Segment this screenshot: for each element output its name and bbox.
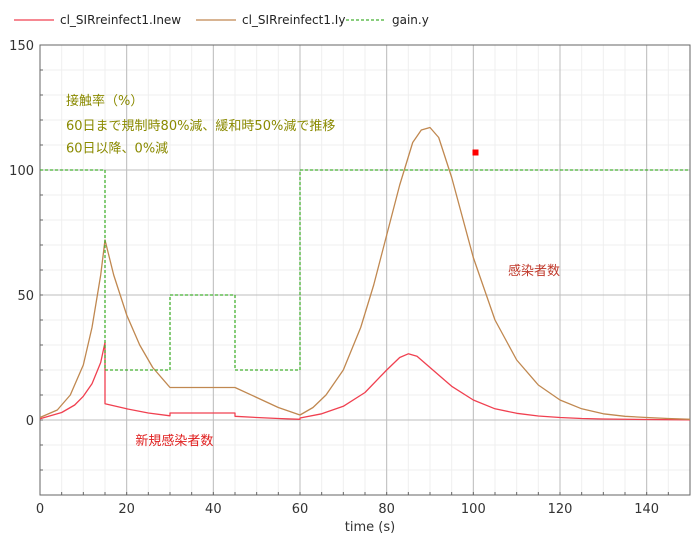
annotation-contact-rate-title: 接触率（%） (66, 93, 143, 109)
y-tick-label: 50 (17, 289, 34, 304)
annotation-new-infected-label: 新規感染者数 (135, 433, 213, 449)
annotations: 接触率（%） 60日まで規制時80%減、緩和時50%減で推移 60日以降、0%減感染… (66, 93, 560, 449)
series-gain-line (40, 169, 690, 371)
legend-label: cl_SIRreinfect1.Iy (242, 13, 345, 27)
legend-label: cl_SIRreinfect1.Inew (60, 13, 181, 27)
x-axis-label: time (s) (345, 520, 395, 535)
axes: 0 20 40 60 80 100 120 140 0 50 100 150 (9, 39, 691, 517)
y-tick-label: 150 (9, 39, 34, 54)
x-tick-label: 0 (36, 502, 44, 517)
legend-item-iy: cl_SIRreinfect1.Iy (196, 13, 345, 27)
x-tick-label: 100 (461, 502, 486, 517)
legend-item-inew: cl_SIRreinfect1.Inew (14, 13, 181, 27)
series-layer (39, 126, 691, 421)
x-tick-label: 20 (118, 502, 135, 517)
annotation-infected-label: 感染者数 (508, 263, 560, 279)
grid (39, 44, 691, 496)
annotation-contact-rate-after-60: 60日以降、0%減 (66, 141, 168, 157)
series-iy-line (39, 126, 691, 420)
x-tick-label: 140 (634, 502, 659, 517)
x-tick-label: 40 (205, 502, 222, 517)
x-tick-label: 80 (378, 502, 395, 517)
x-tick-label: 120 (548, 502, 573, 517)
legend-item-gain: gain.y (346, 13, 429, 27)
y-tick-label: 0 (26, 414, 34, 429)
x-tick-label: 60 (292, 502, 309, 517)
legend-label: gain.y (392, 13, 429, 27)
legend: cl_SIRreinfect1.Inew cl_SIRreinfect1.Iy ga… (14, 13, 429, 27)
annotation-contact-rate-until-60: 60日まで規制時80%減、緩和時50%減で推移 (66, 118, 335, 134)
red-marker (472, 149, 479, 156)
y-tick-label: 100 (9, 164, 34, 179)
